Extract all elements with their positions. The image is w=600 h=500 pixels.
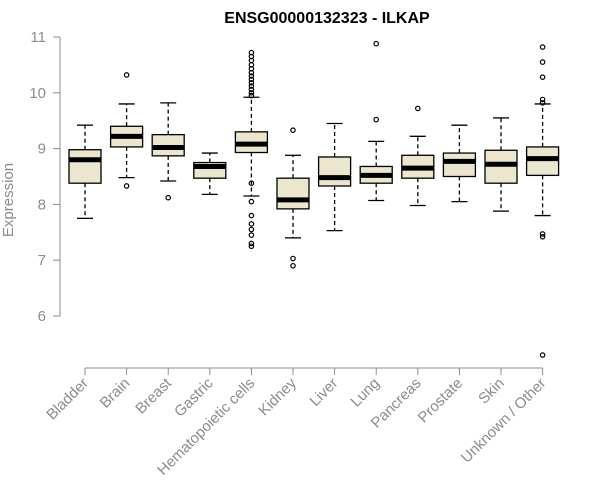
outlier-point: [248, 79, 255, 86]
outlier-point: [539, 100, 546, 106]
box-gastric: [193, 152, 227, 196]
box-iqr: [276, 177, 310, 210]
outlier-point: [373, 40, 380, 47]
outlier-point: [248, 73, 255, 79]
x-tick-label: Bladder: [43, 375, 92, 424]
outlier-point: [123, 183, 130, 189]
outlier-point: [539, 233, 546, 240]
box-hematopoietic-cells: [234, 49, 269, 250]
y-axis-label: Expression: [0, 163, 17, 237]
outlier-point: [248, 76, 255, 83]
outlier-point: [248, 240, 255, 247]
y-tick-label: 6: [38, 308, 46, 325]
box-skin: [484, 117, 518, 212]
x-tick-label: Breast: [132, 374, 175, 417]
box-kidney: [276, 127, 310, 269]
outlier-point: [539, 74, 546, 80]
outlier-point: [248, 232, 255, 238]
boxes-group: [68, 40, 560, 358]
box-liver: [317, 122, 352, 232]
outlier-point: [248, 243, 255, 250]
outlier-point: [248, 86, 255, 93]
outlier-point: [248, 69, 255, 76]
x-tick-label: Lung: [347, 375, 383, 411]
box-lung: [359, 40, 393, 202]
box-unknown-other: [525, 44, 560, 358]
outlier-point: [290, 255, 296, 262]
outlier-point: [414, 105, 421, 112]
outlier-point: [248, 221, 255, 227]
outlier-point: [248, 92, 255, 99]
box-iqr: [484, 149, 518, 184]
y-tick-label: 9: [38, 141, 46, 158]
outlier-point: [165, 194, 172, 201]
y-tick-label: 10: [29, 85, 46, 102]
outlier-point: [248, 226, 255, 233]
outlier-point: [539, 59, 546, 65]
box-brain: [109, 72, 144, 189]
outlier-point: [248, 90, 255, 96]
y-tick-label: 11: [30, 29, 46, 46]
outlier-point: [539, 231, 546, 237]
x-tick-label: Brain: [97, 375, 134, 412]
outlier-point: [290, 262, 296, 269]
outlier-point: [539, 352, 546, 358]
box-iqr: [68, 149, 102, 184]
box-breast: [151, 102, 185, 201]
x-tick-label: Prostate: [415, 375, 467, 427]
x-tick-label: Skin: [475, 375, 508, 408]
box-bladder: [68, 124, 102, 220]
outlier-point: [539, 96, 546, 103]
x-tick-label: Kidney: [255, 374, 300, 419]
box-iqr: [317, 156, 352, 187]
outlier-point: [539, 44, 546, 50]
outlier-point: [248, 180, 255, 186]
outlier-point: [373, 116, 380, 123]
box-iqr: [525, 146, 560, 177]
box-iqr: [442, 152, 477, 178]
y-tick-label: 7: [38, 252, 46, 269]
outlier-point: [248, 83, 255, 89]
x-tick-label: Liver: [306, 375, 341, 410]
box-pancreas: [401, 105, 435, 207]
outlier-point: [248, 212, 255, 219]
outlier-point: [290, 127, 296, 133]
y-tick-label: 8: [38, 196, 46, 213]
y-axis: 6 7 8 9 10 11: [29, 29, 61, 325]
outlier-point: [123, 72, 130, 78]
box-prostate: [442, 124, 477, 203]
outlier-point: [248, 198, 255, 205]
chart-title: ENSG00000132323 - ILKAP: [224, 10, 430, 27]
